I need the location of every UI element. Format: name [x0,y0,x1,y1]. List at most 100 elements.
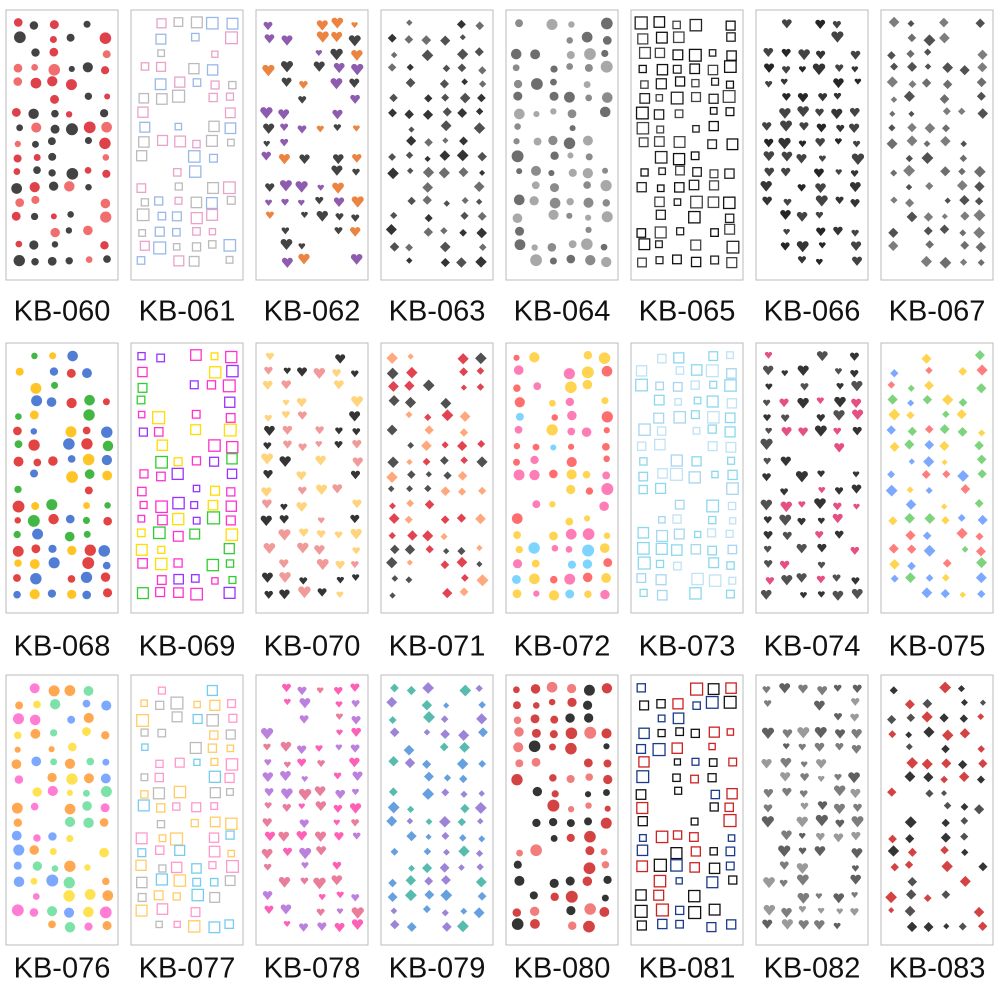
sticker-motif [425,833,432,840]
sticker-motif [299,819,309,829]
sticker-motif [192,226,201,236]
sticker-motif [585,214,592,221]
sticker-motif [260,515,272,527]
sticker-motif [475,256,487,268]
sticker-motif [190,16,203,29]
sticker-motif [672,31,685,44]
sticker-motif [655,559,665,569]
sticker-motif [157,514,168,526]
sticker-motif [209,699,221,711]
sticker-motif [173,17,184,28]
sticker-motif [157,49,166,58]
sticker-motif [528,542,540,554]
sticker-motif [260,107,273,119]
sticker-motif [317,184,324,191]
sticker-motif [51,381,59,389]
sticker-motif [15,240,23,248]
sticker-motif [299,698,311,709]
sticker-motif [816,397,824,404]
sticker-motif [460,790,468,798]
sticker-motif [655,31,668,44]
sticker-motif [957,685,965,693]
sticker-motif [815,108,824,117]
sheet-background [380,674,494,946]
sticker-motif [905,154,913,163]
sticker-motif [100,211,112,223]
sticker-motif [565,546,573,553]
sticker-motif [33,458,42,467]
sticker-motif [225,255,234,264]
sticker-motif [853,503,860,510]
sticker-motif [350,470,361,480]
sticker-motif [83,685,94,696]
sticker-sheet: KB-071 [380,342,494,663]
sticker-motif [31,63,39,71]
sticker-motif [460,803,470,814]
sheet-background [130,674,244,946]
sticker-motif [764,700,772,708]
sticker-motif [457,440,468,452]
sticker-motif [31,258,39,266]
sticker-motif [31,395,43,407]
sticker-motif [265,352,274,361]
sticker-motif [850,788,861,799]
sticker-motif [601,256,612,268]
sticker-motif [779,514,792,526]
sticker-motif [889,441,900,452]
sticker-motif [99,847,109,858]
sticker-motif [190,500,199,510]
sticker-sheet: KB-073 [630,342,744,663]
sticker-motif [422,759,432,769]
sticker-motif [406,366,418,379]
sticker-motif [156,18,167,29]
sticker-motif [959,591,966,599]
sticker-motif [550,715,559,724]
sticker-motif [833,78,844,89]
sticker-motif [351,63,364,76]
sticker-sheet: KB-081 [630,674,744,985]
sticker-motif [457,487,467,496]
sticker-motif [905,572,916,583]
sticker-motif [941,573,950,582]
sticker-motif [583,197,594,208]
sticker-motif [834,713,842,721]
sticker-motif [516,168,523,175]
sheet-background [630,674,744,946]
sticker-sheet: KB-083 [880,674,994,985]
sticker-motif [907,399,915,407]
sticker-motif [351,196,364,208]
sticker-motif [208,845,221,858]
sticker-motif [708,120,719,132]
sticker-motif [973,226,986,239]
sticker-motif [603,875,612,884]
sticker-motif [781,830,792,841]
sticker-motif [689,862,701,873]
sticker-motif [298,486,307,495]
sticker-motif [602,199,610,207]
sticker-motif [476,383,485,391]
sticker-motif [530,844,542,857]
sticker-motif [781,427,792,437]
sticker-motif [690,774,699,784]
sticker-motif [903,90,915,102]
sticker-motif [211,577,219,585]
sticker-motif [336,591,344,598]
sticker-motif [11,211,21,221]
sticker-motif [923,48,932,56]
sticker-motif [49,848,57,856]
sticker-motif [137,558,148,569]
sticker-motif [48,746,55,753]
sticker-sheet: KB-066 [755,9,869,328]
sticker-motif [281,380,292,390]
sticker-motif [547,799,560,812]
sticker-motif [30,428,38,435]
sticker-motif [459,228,467,237]
sticker-motif [190,587,203,601]
sticker-motif [317,760,325,768]
sticker-motif [80,571,93,584]
sticker-motif [439,456,449,465]
sticker-motif [763,414,771,422]
sticker-motif [459,136,469,146]
sticker-motif [440,729,450,740]
